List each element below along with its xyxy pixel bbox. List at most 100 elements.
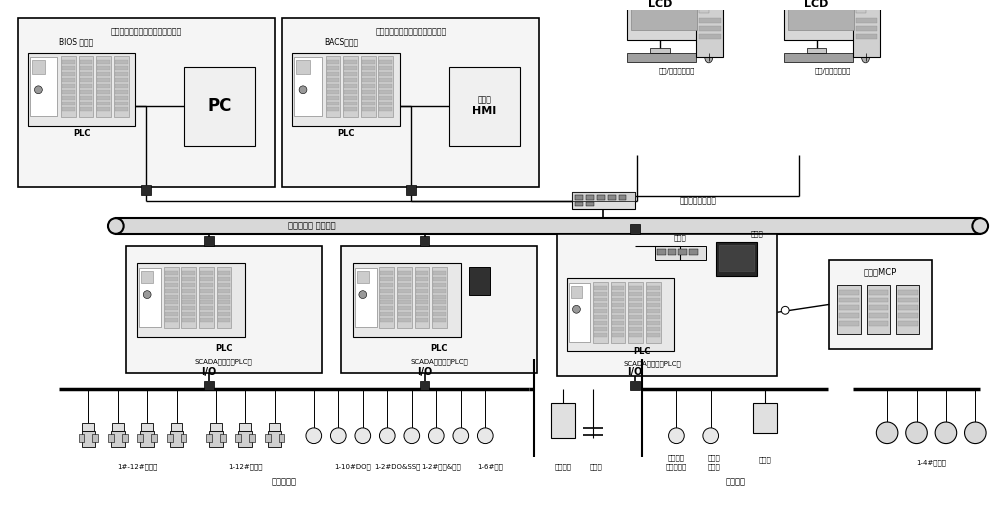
Text: PLC: PLC — [430, 344, 448, 353]
Bar — [200, 283, 213, 287]
Circle shape — [876, 422, 898, 443]
Bar — [292, 53, 400, 126]
Bar — [362, 102, 375, 105]
Bar — [867, 285, 890, 334]
Bar — [344, 90, 357, 94]
Bar — [572, 192, 635, 209]
Bar — [171, 423, 182, 431]
Bar — [282, 18, 539, 187]
Bar — [362, 72, 375, 76]
Text: SCADA系统现场PLC栏: SCADA系统现场PLC栏 — [623, 361, 681, 367]
Bar — [62, 102, 75, 105]
Bar — [294, 57, 322, 116]
Text: 工艺智能优化及过程动态控制系统: 工艺智能优化及过程动态控制系统 — [375, 28, 446, 36]
Bar — [869, 321, 888, 326]
Bar — [181, 267, 196, 328]
Bar — [647, 333, 660, 337]
Bar — [837, 285, 861, 334]
Bar — [217, 267, 231, 328]
Bar — [200, 306, 213, 311]
Bar — [572, 192, 635, 201]
Bar — [416, 271, 428, 275]
Bar — [182, 294, 195, 299]
Bar — [165, 271, 178, 275]
Bar — [62, 84, 75, 88]
Bar — [379, 107, 392, 111]
Bar — [557, 234, 777, 376]
Bar — [218, 312, 230, 316]
Bar — [182, 283, 195, 287]
Bar — [218, 318, 230, 322]
Bar — [357, 271, 369, 283]
Bar — [82, 423, 94, 431]
Circle shape — [453, 428, 469, 443]
Bar — [678, 249, 687, 255]
Text: 生物反应池: 生物反应池 — [272, 477, 297, 486]
Circle shape — [573, 305, 580, 313]
Bar — [696, 0, 723, 57]
Text: SCADA系统现场PLC栏: SCADA系统现场PLC栏 — [195, 358, 252, 365]
Bar — [594, 327, 607, 331]
Bar — [209, 431, 223, 446]
Bar — [898, 313, 918, 318]
Bar — [856, 26, 877, 31]
Bar — [379, 66, 392, 70]
Bar — [398, 312, 411, 316]
Text: BACS主控栏: BACS主控栏 — [324, 38, 358, 46]
Bar — [594, 286, 607, 290]
Bar — [586, 195, 594, 200]
Bar — [97, 72, 110, 76]
Text: I/O: I/O — [628, 367, 643, 377]
Bar — [608, 195, 616, 200]
Bar — [279, 434, 284, 442]
Bar — [379, 102, 392, 105]
Bar — [647, 286, 660, 290]
Bar — [362, 84, 375, 88]
Bar — [379, 78, 392, 82]
Bar — [869, 305, 888, 311]
Circle shape — [299, 86, 307, 94]
Bar — [62, 78, 75, 82]
Bar — [80, 66, 92, 70]
Bar — [629, 286, 642, 290]
Bar — [719, 245, 754, 271]
Bar — [97, 90, 110, 94]
Bar — [327, 90, 339, 94]
Bar — [167, 434, 173, 442]
Bar — [898, 321, 918, 326]
Bar — [80, 84, 92, 88]
Bar — [344, 96, 357, 100]
Bar — [141, 185, 151, 195]
Text: 触摸屏: 触摸屏 — [750, 230, 763, 237]
Bar — [612, 303, 624, 307]
Circle shape — [306, 428, 322, 443]
Bar — [326, 56, 340, 117]
Bar — [571, 286, 582, 297]
Bar — [647, 303, 660, 307]
Text: 1-12#气盘表: 1-12#气盘表 — [228, 464, 262, 470]
Bar — [235, 434, 241, 442]
Bar — [218, 277, 230, 281]
Bar — [856, 34, 877, 39]
Bar — [629, 327, 642, 331]
Bar — [629, 297, 642, 302]
Text: PLC: PLC — [215, 344, 232, 353]
Bar — [647, 321, 660, 325]
Bar — [699, 34, 721, 39]
Bar — [218, 271, 230, 275]
Bar — [433, 283, 446, 287]
Bar — [647, 327, 660, 331]
Bar — [699, 6, 709, 14]
Bar — [647, 292, 660, 295]
Bar — [344, 102, 357, 105]
Text: 监控/工程师计算机: 监控/工程师计算机 — [658, 67, 695, 74]
Bar — [97, 60, 110, 64]
Bar — [200, 318, 213, 322]
Bar — [218, 294, 230, 299]
Ellipse shape — [108, 218, 124, 234]
Text: 交据机: 交据机 — [674, 234, 687, 241]
Bar — [362, 60, 375, 64]
Bar — [469, 267, 490, 294]
Bar — [115, 102, 128, 105]
Bar — [296, 60, 310, 74]
